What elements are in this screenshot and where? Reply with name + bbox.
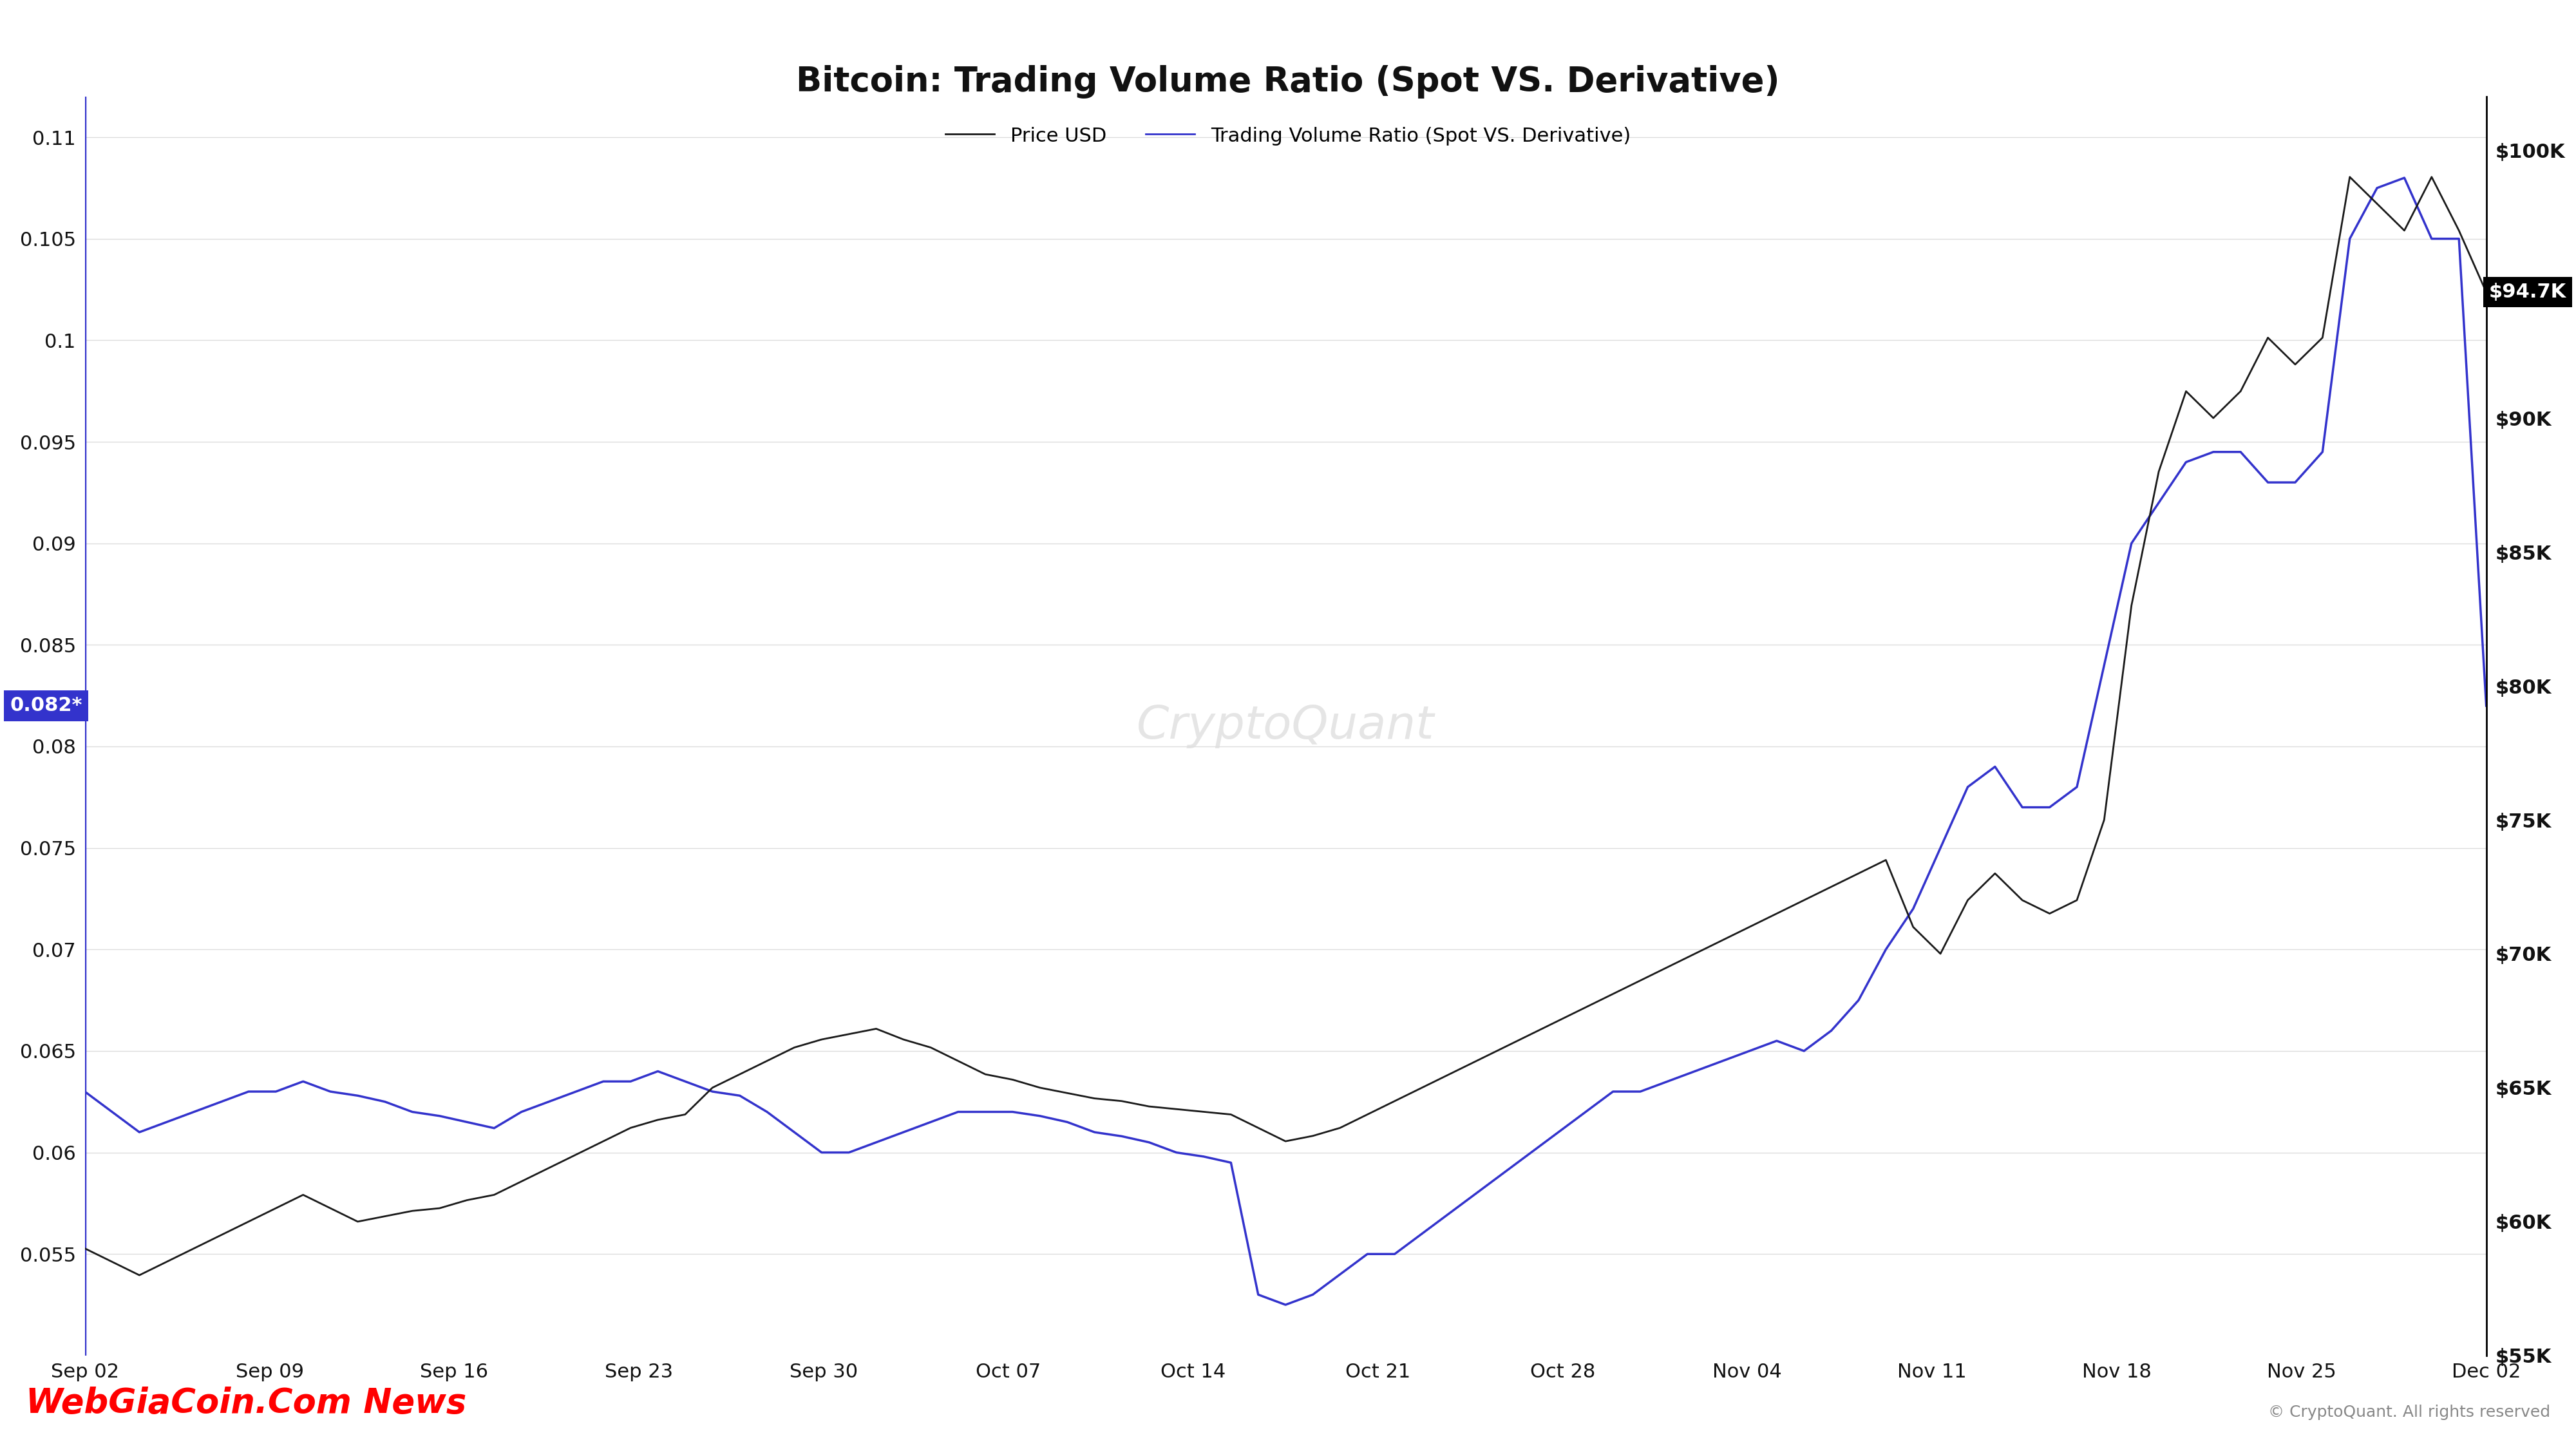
Legend: Price USD, Trading Volume Ratio (Spot VS. Derivative): Price USD, Trading Volume Ratio (Spot VS…: [938, 119, 1638, 154]
Text: $94.7K: $94.7K: [2488, 283, 2566, 301]
Text: CryptoQuant: CryptoQuant: [1136, 704, 1435, 748]
Text: WebGiaCoin.Com News: WebGiaCoin.Com News: [26, 1387, 466, 1420]
Text: Bitcoin: Trading Volume Ratio (Spot VS. Derivative): Bitcoin: Trading Volume Ratio (Spot VS. …: [796, 65, 1780, 99]
Text: © CryptoQuant. All rights reserved: © CryptoQuant. All rights reserved: [2267, 1404, 2550, 1420]
Text: 0.082*: 0.082*: [10, 697, 82, 716]
